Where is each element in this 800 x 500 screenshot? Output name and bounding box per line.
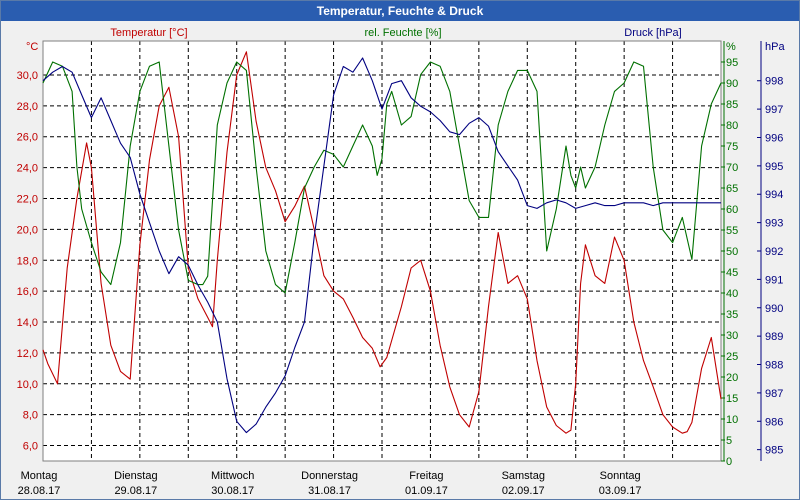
tick-label-pressure: 986 (765, 416, 783, 428)
unit-pressure: hPa (765, 41, 785, 53)
tick-label-temperature: 28,0 (17, 101, 38, 113)
tick-label-temperature: 24,0 (17, 163, 38, 175)
x-label-date: 02.09.17 (502, 485, 545, 497)
tick-label-humidity: 25 (726, 351, 738, 363)
legend-temperature: Temperatur [°C] (110, 27, 187, 39)
x-label-date: 31.08.17 (308, 485, 351, 497)
unit-humidity: % (726, 41, 736, 53)
x-label-day: Freitag (409, 470, 443, 482)
tick-label-humidity: 15 (726, 393, 738, 405)
tick-label-temperature: 12,0 (17, 348, 38, 360)
tick-label-humidity: 60 (726, 204, 738, 216)
tick-label-temperature: 22,0 (17, 194, 38, 206)
tick-label-pressure: 994 (765, 189, 783, 201)
tick-label-humidity: 70 (726, 162, 738, 174)
x-label-date: 28.08.17 (18, 485, 61, 497)
tick-label-pressure: 985 (765, 445, 783, 457)
x-label-date: 30.08.17 (211, 485, 254, 497)
tick-label-temperature: 14,0 (17, 317, 38, 329)
tick-label-pressure: 995 (765, 161, 783, 173)
x-label-day: Sonntag (600, 470, 641, 482)
x-label-date: 29.08.17 (114, 485, 157, 497)
window-title: Temperatur, Feuchte & Druck (1, 1, 799, 21)
x-label-day: Montag (21, 470, 58, 482)
tick-label-humidity: 10 (726, 414, 738, 426)
tick-label-humidity: 80 (726, 120, 738, 132)
tick-label-humidity: 5 (726, 435, 732, 447)
tick-label-temperature: 18,0 (17, 255, 38, 267)
tick-label-humidity: 50 (726, 246, 738, 258)
tick-label-humidity: 85 (726, 99, 738, 111)
tick-label-temperature: 10,0 (17, 379, 38, 391)
tick-label-pressure: 989 (765, 331, 783, 343)
tick-label-humidity: 90 (726, 78, 738, 90)
tick-label-temperature: 26,0 (17, 132, 38, 144)
series-line-humidity (42, 61, 722, 294)
tick-label-temperature: 16,0 (17, 286, 38, 298)
x-label-day: Donnerstag (301, 470, 358, 482)
tick-label-temperature: 6,0 (23, 441, 38, 453)
x-label-day: Samstag (502, 470, 545, 482)
tick-label-pressure: 993 (765, 218, 783, 230)
tick-label-temperature: 8,0 (23, 410, 38, 422)
series-line-temperature (42, 51, 722, 434)
tick-label-pressure: 988 (765, 360, 783, 372)
tick-label-humidity: 20 (726, 372, 738, 384)
tick-label-humidity: 95 (726, 57, 738, 69)
tick-label-humidity: 65 (726, 183, 738, 195)
tick-label-pressure: 990 (765, 303, 783, 315)
tick-label-humidity: 45 (726, 267, 738, 279)
tick-label-humidity: 40 (726, 288, 738, 300)
x-label-day: Mittwoch (211, 470, 254, 482)
tick-label-temperature: 30,0 (17, 70, 38, 82)
tick-label-pressure: 998 (765, 76, 783, 88)
tick-label-humidity: 30 (726, 330, 738, 342)
series-line-pressure (42, 57, 721, 434)
tick-label-pressure: 991 (765, 274, 783, 286)
tick-label-humidity: 55 (726, 225, 738, 237)
x-label-date: 03.09.17 (599, 485, 642, 497)
tick-label-temperature: 20,0 (17, 224, 38, 236)
tick-label-pressure: 992 (765, 246, 783, 258)
legend-pressure: Druck [hPa] (624, 27, 681, 39)
unit-temperature: °C (26, 41, 38, 53)
tick-label-humidity: 0 (726, 456, 732, 468)
tick-label-pressure: 996 (765, 132, 783, 144)
legend-humidity: rel. Feuchte [%] (364, 27, 441, 39)
x-label-date: 01.09.17 (405, 485, 448, 497)
tick-label-pressure: 987 (765, 388, 783, 400)
tick-label-pressure: 997 (765, 104, 783, 116)
tick-label-humidity: 35 (726, 309, 738, 321)
x-label-day: Dienstag (114, 470, 157, 482)
tick-label-humidity: 75 (726, 141, 738, 153)
